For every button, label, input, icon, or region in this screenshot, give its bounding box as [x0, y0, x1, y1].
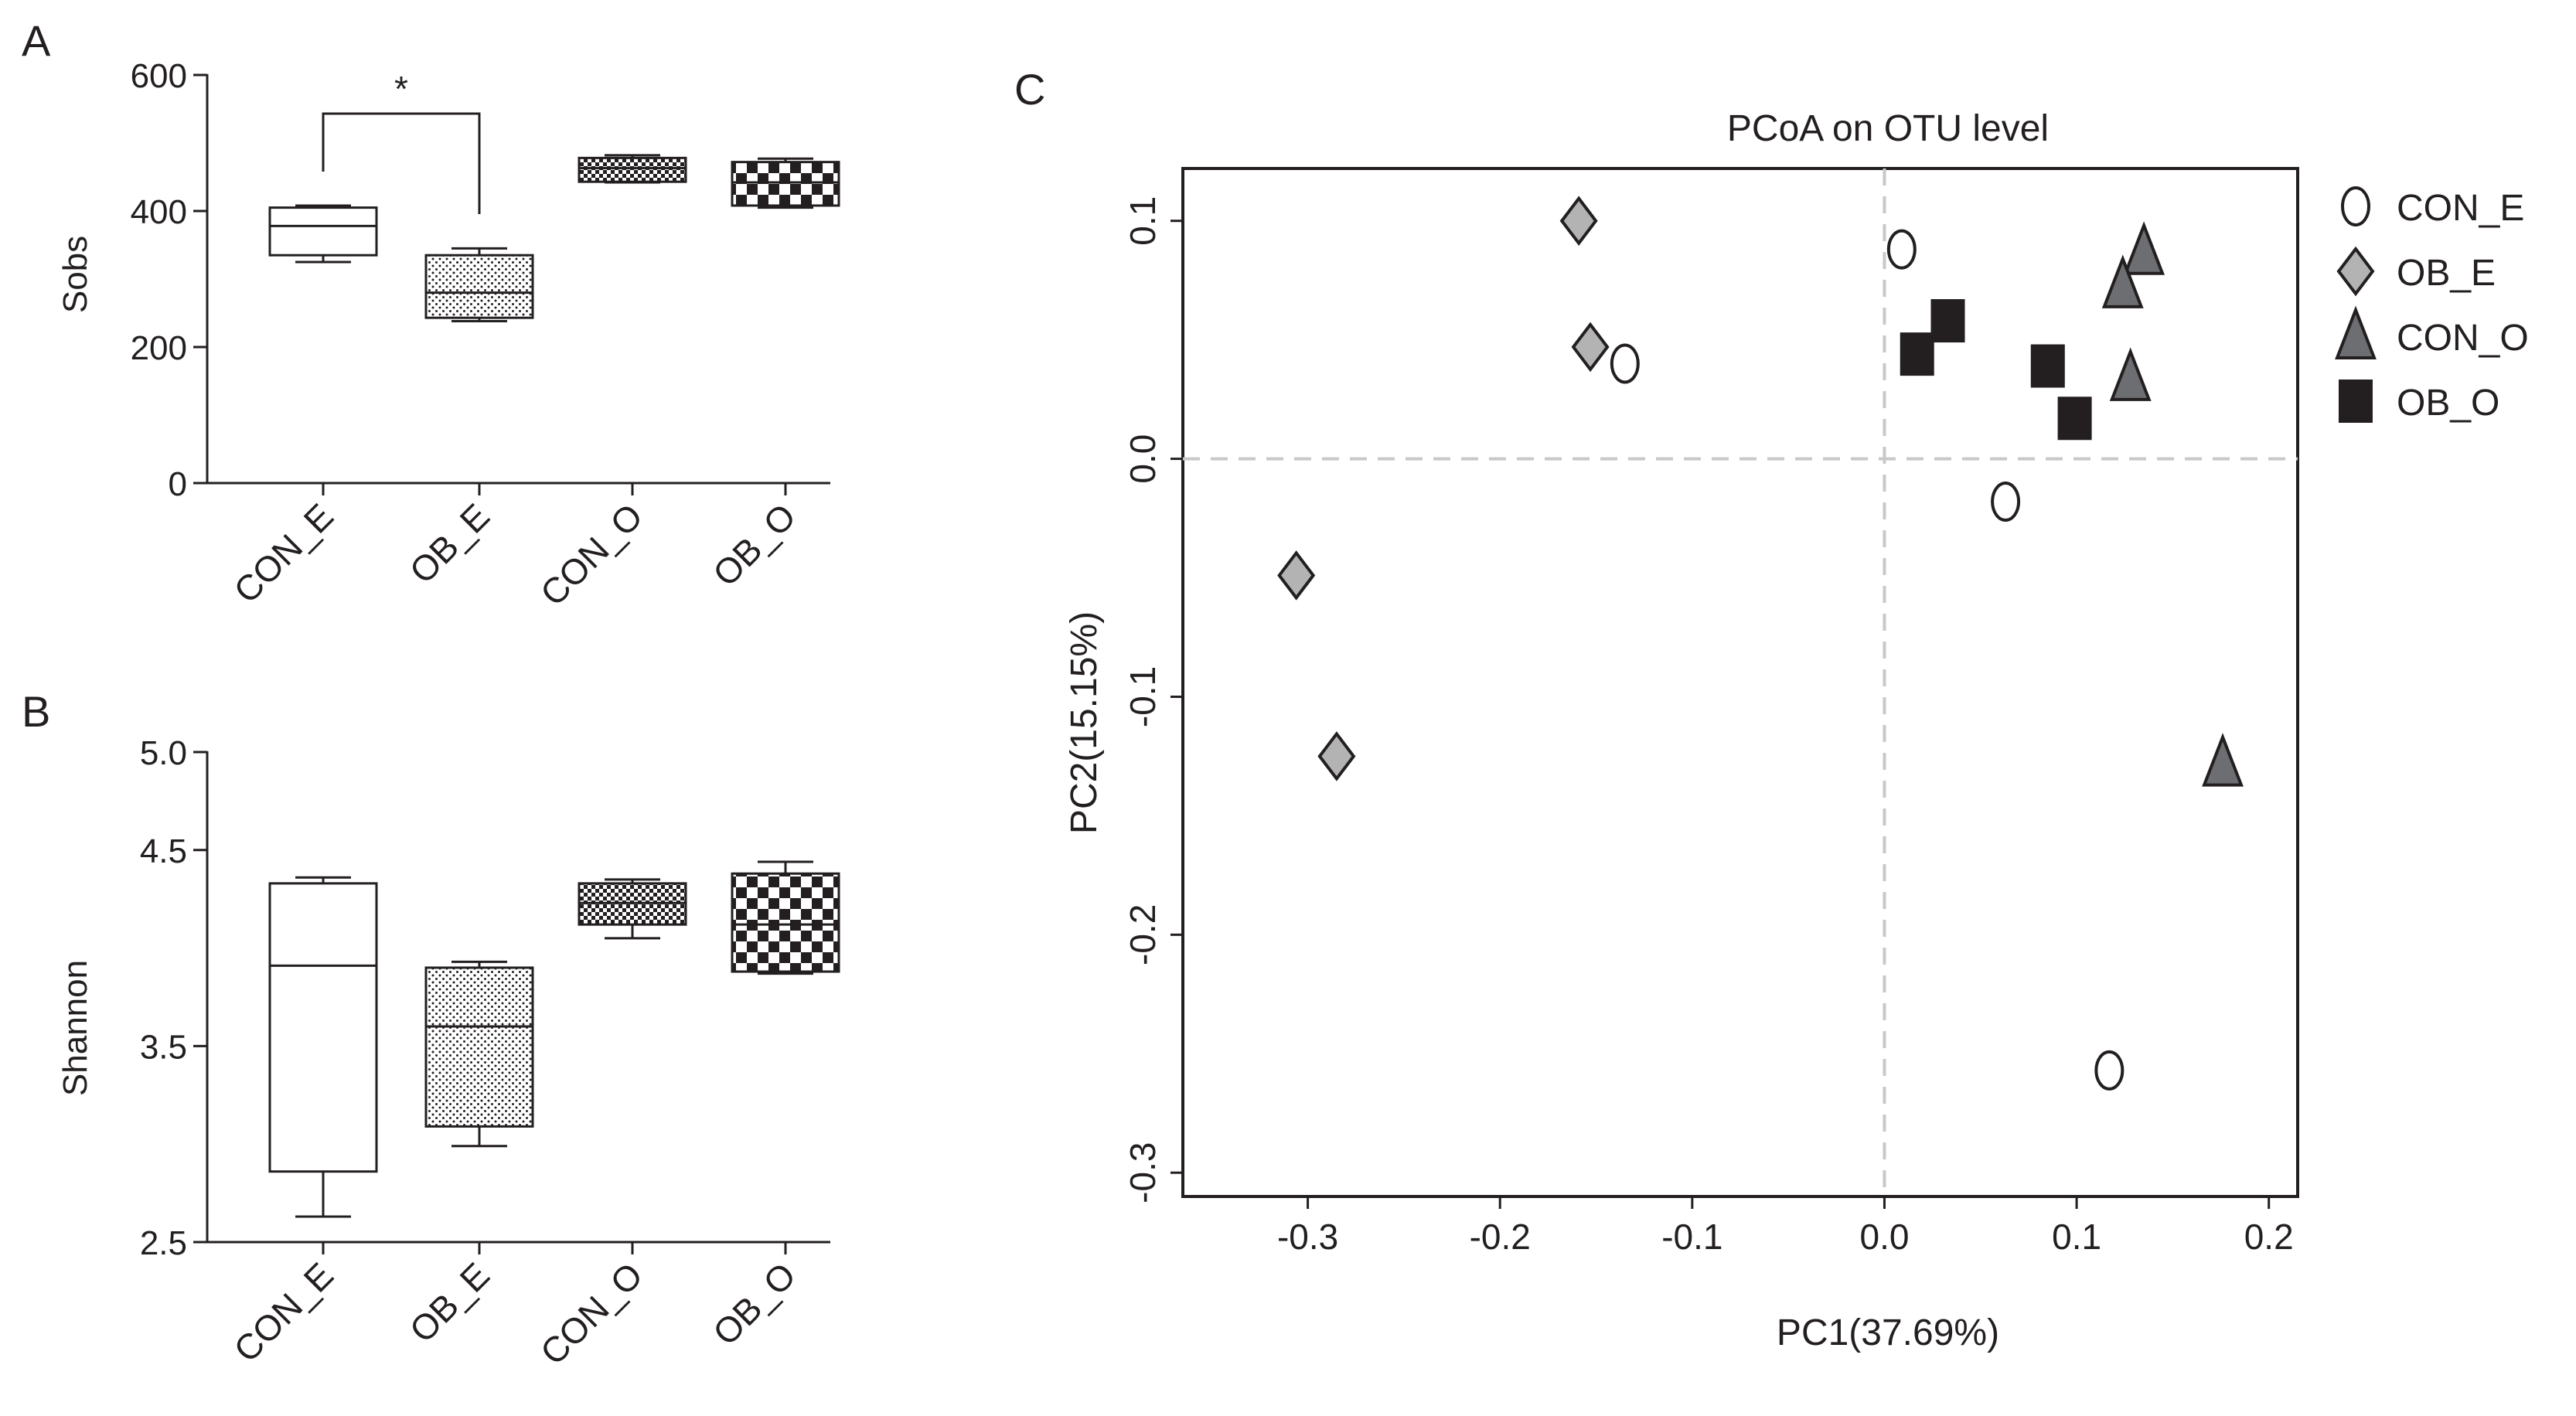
panel-b-y-tick-label: 4.5 [140, 832, 187, 870]
legend-marker-con-e [2341, 186, 2370, 226]
shannon-boxplot: Shannon 2.5 3.5 4.5 5.0 CON_E OB_E CON_O OB_O [56, 734, 840, 1373]
pcoa-y-tick-label: -0.3 [1123, 1142, 1163, 1203]
panel-a-box-ob-e [424, 254, 534, 319]
panel-a-y-tick-label: 400 [131, 193, 187, 231]
panel-a-y-tick-label: 200 [131, 329, 187, 367]
pcoa-x-tick-label: -0.2 [1470, 1217, 1531, 1257]
pcoa-point-ob-o-1 [1930, 299, 1965, 343]
panel-a-significance-bracket [322, 112, 481, 214]
pcoa-x-tick-label: 0.1 [2052, 1217, 2101, 1257]
panel-b-x-tick-label-ob-e: OB_E [402, 1254, 498, 1350]
legend-marker-ob-e [2336, 246, 2375, 297]
panel-b-x-tick-label-ob-o: OB_O [705, 1254, 803, 1353]
pcoa-point-con-e-2 [1610, 343, 1640, 384]
panel-a-box-con-o [578, 156, 687, 183]
pcoa-plot-frame [1181, 167, 2299, 1198]
panel-b-x-tick-label-con-e: CON_E [226, 1254, 341, 1370]
legend-label-ob-e: OB_E [2397, 253, 2496, 294]
legend-label-con-e: CON_E [2397, 188, 2524, 229]
panel-a-box-con-e [268, 206, 378, 257]
pcoa-point-con-o-2 [2101, 254, 2144, 308]
legend-marker-ob-o [2339, 380, 2373, 423]
pcoa-x-tick-label: 0.0 [1859, 1217, 1909, 1257]
panel-letter-c: C [1014, 65, 1045, 114]
panel-a-significance-star: * [394, 69, 408, 109]
pcoa-y-label: PC2(15.15%) [1064, 611, 1105, 834]
pcoa-point-con-e-4 [2094, 1050, 2125, 1091]
pcoa-legend: CON_E OB_E CON_O OB_O [2335, 186, 2529, 424]
pcoa-y-tick-label: -0.2 [1123, 904, 1163, 965]
legend-label-ob-o: OB_O [2397, 383, 2499, 424]
pcoa-point-ob-o-4 [2057, 397, 2092, 441]
panel-a-y-tick-label: 600 [131, 57, 187, 95]
pcoa-point-ob-e-2 [1571, 322, 1610, 373]
pcoa-point-ob-e-3 [1277, 550, 1316, 601]
pcoa-x-label: PC1(37.69%) [1777, 1312, 1999, 1353]
panel-a-y-tick-label: 0 [169, 465, 187, 503]
panel-b-y-tick-label: 3.5 [140, 1028, 187, 1066]
pcoa-point-ob-e-1 [1559, 196, 1598, 247]
panel-letter-b: B [22, 687, 50, 736]
panel-a-y-label: Sobs [56, 236, 94, 313]
pcoa-point-ob-o-2 [1900, 332, 1934, 376]
pcoa-title: PCoA on OTU level [1727, 108, 2049, 149]
pcoa-point-ob-o-3 [2030, 344, 2065, 388]
pcoa-point-con-o-1 [2123, 221, 2165, 275]
pcoa-x-tick-label: -0.3 [1277, 1217, 1338, 1257]
pcoa-point-con-o-4 [2202, 733, 2244, 787]
panel-b-box-con-e [268, 882, 378, 1173]
pcoa-point-con-e-1 [1886, 229, 1917, 270]
pcoa-y-tick-label: 0.1 [1123, 196, 1163, 246]
panel-a-x-tick-label-con-e: CON_E [226, 495, 341, 611]
panel-b-x-tick-label-con-o: CON_O [533, 1254, 650, 1372]
pcoa-y-tick-label: 0.0 [1123, 434, 1163, 484]
panel-b-y-tick-label: 2.5 [140, 1224, 187, 1262]
panel-b-box-ob-o [731, 872, 840, 973]
legend-label-con-o: CON_O [2397, 318, 2529, 359]
panel-b-box-ob-e [424, 966, 534, 1128]
legend-marker-con-o [2335, 305, 2377, 359]
pcoa-point-con-o-3 [2109, 347, 2152, 401]
sobs-boxplot: Sobs 0 200 400 600 CON_E OB_E CON_O OB_O * [56, 57, 840, 614]
panel-a-box-ob-o [731, 161, 840, 207]
panel-b-y-tick-label: 5.0 [140, 734, 187, 772]
panel-a-x-tick-label-ob-e: OB_E [402, 495, 498, 591]
pcoa-point-con-e-3 [1991, 482, 2021, 522]
panel-a-x-tick-label-ob-o: OB_O [705, 495, 803, 594]
panel-b-y-label: Shannon [56, 960, 94, 1096]
pcoa-y-tick-label: -0.1 [1123, 666, 1163, 727]
pcoa-scatter: PCoA on OTU level PC1(37.69%) PC2(15.15%… [1064, 108, 2299, 1353]
panel-letter-a: A [22, 16, 51, 65]
panel-a-x-tick-label-con-o: CON_O [533, 495, 650, 613]
pcoa-x-tick-label: 0.2 [2244, 1217, 2294, 1257]
pcoa-point-ob-e-4 [1317, 731, 1356, 781]
pcoa-x-tick-label: -0.1 [1661, 1217, 1722, 1257]
